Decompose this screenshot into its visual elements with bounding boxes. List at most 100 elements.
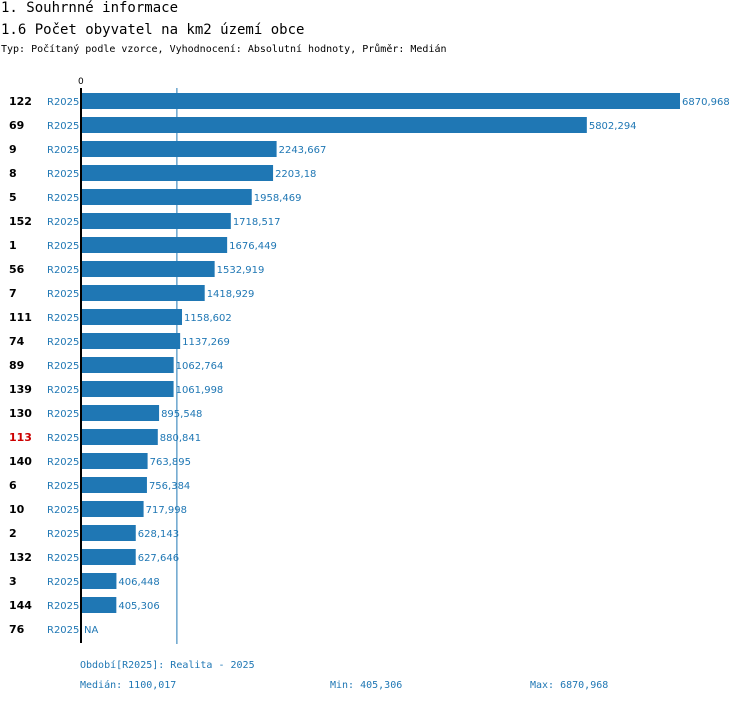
row-period-label: R2025	[47, 337, 79, 348]
row-id-label: 6	[9, 479, 17, 492]
row-id-label: 10	[9, 503, 25, 516]
row-period-label: R2025	[47, 313, 79, 324]
bar-value-label: 627,646	[138, 553, 179, 564]
row-period-label: R2025	[47, 169, 79, 180]
bar	[81, 333, 181, 349]
row-period-label: R2025	[47, 265, 79, 276]
bar	[81, 573, 117, 589]
row-period-label: R2025	[47, 529, 79, 540]
bar	[81, 141, 277, 157]
row-id-label: 56	[9, 263, 25, 276]
bar-value-label: 1137,269	[182, 337, 230, 348]
row-period-label: R2025	[47, 193, 79, 204]
row-period-label: R2025	[47, 625, 79, 636]
row-period-label: R2025	[47, 145, 79, 156]
bar	[81, 453, 148, 469]
row-id-label: 1	[9, 239, 17, 252]
bar-value-label: 5802,294	[589, 121, 637, 132]
bar-value-label: 756,384	[149, 481, 190, 492]
bar	[81, 189, 252, 205]
row-period-label: R2025	[47, 97, 79, 108]
bar-value-label: 763,895	[150, 457, 191, 468]
row-id-label: 140	[9, 455, 32, 468]
bar-value-label: 1532,919	[217, 265, 265, 276]
row-period-label: R2025	[47, 481, 79, 492]
bar-value-label: 1418,929	[207, 289, 255, 300]
row-id-label: 7	[9, 287, 17, 300]
bar	[81, 285, 205, 301]
row-id-label: 139	[9, 383, 32, 396]
row-id-label: 122	[9, 95, 32, 108]
row-id-label: 74	[9, 335, 25, 348]
row-period-label: R2025	[47, 433, 79, 444]
bar-value-label: NA	[84, 625, 98, 636]
row-id-label: 76	[9, 623, 25, 636]
row-period-label: R2025	[47, 553, 79, 564]
footer-min: Min: 405,306	[330, 680, 403, 691]
section-title: 1. Souhrnné informace	[1, 0, 179, 16]
row-id-label: 111	[9, 311, 32, 324]
bar-value-label: 406,448	[118, 577, 159, 588]
row-period-label: R2025	[47, 241, 79, 252]
bar	[81, 501, 144, 517]
axis-zero-label: 0	[78, 77, 84, 87]
row-period-label: R2025	[47, 289, 79, 300]
bar-value-label: 2203,18	[275, 169, 316, 180]
row-period-label: R2025	[47, 505, 79, 516]
bar-value-label: 895,548	[161, 409, 202, 420]
bar	[81, 237, 228, 253]
row-id-label: 89	[9, 359, 24, 372]
bar	[81, 309, 183, 325]
bar	[81, 117, 587, 133]
row-period-label: R2025	[47, 361, 79, 372]
bar-value-label: 405,306	[118, 601, 159, 612]
bar	[81, 213, 231, 229]
footer-max: Max: 6870,968	[530, 680, 609, 691]
row-id-label: 113	[9, 431, 32, 444]
row-id-label: 152	[9, 215, 32, 228]
row-period-label: R2025	[47, 385, 79, 396]
bar	[81, 93, 680, 109]
row-id-label: 9	[9, 143, 17, 156]
row-id-label: 132	[9, 551, 32, 564]
row-id-label: 144	[9, 599, 32, 612]
bar	[81, 477, 147, 493]
row-period-label: R2025	[47, 577, 79, 588]
row-id-label: 5	[9, 191, 17, 204]
row-id-label: 3	[9, 575, 17, 588]
bar	[81, 549, 136, 565]
bar-value-label: 2243,667	[279, 145, 327, 156]
row-id-label: 8	[9, 167, 17, 180]
bar	[81, 165, 274, 181]
bar	[81, 597, 117, 613]
row-id-label: 69	[9, 119, 24, 132]
row-period-label: R2025	[47, 409, 79, 420]
row-period-label: R2025	[47, 457, 79, 468]
row-period-label: R2025	[47, 601, 79, 612]
bar-value-label: 1062,764	[176, 361, 224, 372]
chart-title: 1.6 Počet obyvatel na km2 území obce	[1, 22, 305, 38]
row-id-label: 130	[9, 407, 32, 420]
bar-value-label: 1061,998	[176, 385, 224, 396]
footer-period: Období[R2025]: Realita - 2025	[80, 660, 255, 671]
bar-value-label: 1718,517	[233, 217, 281, 228]
bar-value-label: 1958,469	[254, 193, 302, 204]
row-period-label: R2025	[47, 217, 79, 228]
bar-value-label: 1676,449	[229, 241, 277, 252]
bar-value-label: 717,998	[146, 505, 187, 516]
bar	[81, 429, 158, 445]
bar	[81, 261, 215, 277]
bar-value-label: 6870,968	[682, 97, 730, 108]
row-id-label: 2	[9, 527, 17, 540]
bar-value-label: 1158,602	[184, 313, 232, 324]
bar-value-label: 880,841	[160, 433, 201, 444]
bar	[81, 405, 160, 421]
row-period-label: R2025	[47, 121, 79, 132]
bar-value-label: 628,143	[138, 529, 179, 540]
footer-median: Medián: 1100,017	[80, 680, 177, 691]
chart-meta: Typ: Počítaný podle vzorce, Vyhodnocení:…	[1, 44, 447, 55]
bar	[81, 381, 174, 397]
bar	[81, 525, 136, 541]
bar	[81, 357, 174, 373]
